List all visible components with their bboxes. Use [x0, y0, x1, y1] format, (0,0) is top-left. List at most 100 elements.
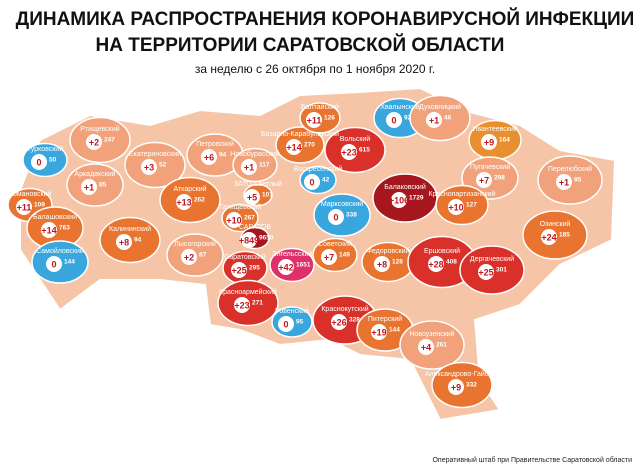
- district-increase: 0: [283, 319, 288, 329]
- district-increase: +13: [176, 197, 191, 207]
- district-name: Озинский: [540, 220, 571, 228]
- district-increase: 0: [36, 157, 41, 167]
- district-name: Пугачевский: [470, 163, 510, 171]
- district-total: 408: [446, 259, 457, 266]
- district-name: Вольский: [340, 135, 371, 143]
- district-increase: +19: [371, 327, 386, 337]
- increase-badge: [278, 259, 294, 275]
- district-name: Питерский: [368, 315, 402, 323]
- district-total: 126: [324, 115, 335, 122]
- district-total: 127: [466, 202, 477, 209]
- district-name: Екатериновский: [129, 150, 181, 158]
- district-name: Марксовский: [321, 200, 363, 208]
- district-total: 298: [494, 175, 505, 182]
- district-total: 117: [259, 162, 270, 169]
- increase-badge: [374, 256, 390, 272]
- district-increase: +2: [89, 137, 99, 147]
- district-increase: +11: [307, 115, 322, 125]
- district-total: 261: [436, 342, 447, 349]
- district-name: Балтайский: [301, 103, 339, 111]
- district-name: Советский: [318, 240, 352, 248]
- increase-badge: [234, 297, 250, 313]
- district-total: 128: [392, 259, 403, 266]
- district-name: Петровский: [196, 140, 234, 148]
- district-name: Романовский: [9, 190, 52, 198]
- district-total: 763: [59, 225, 70, 232]
- increase-badge: [426, 112, 442, 128]
- increase-badge: [16, 199, 32, 215]
- increase-badge: [556, 174, 572, 190]
- district-total: 338: [346, 212, 357, 219]
- district-total: 52: [159, 162, 167, 169]
- increase-badge: [481, 134, 497, 150]
- district-increase: +23: [234, 300, 249, 310]
- district-total: 9650: [259, 235, 274, 242]
- district-total: 185: [559, 232, 570, 239]
- district-total: 94: [219, 152, 227, 159]
- district-total: 144: [64, 259, 75, 266]
- increase-badge: [244, 189, 260, 205]
- district-name: Базарно-Карабулакский: [261, 130, 339, 138]
- title-line-1: ДИНАМИКА РАСПРОСТРАНЕНИЯ КОРОНАВИРУСНОЙ …: [16, 8, 635, 30]
- district-name: Новоузенский: [409, 330, 454, 338]
- increase-badge: [391, 192, 407, 208]
- district-name: Ртищевский: [80, 125, 119, 133]
- district-name: Аркадакский: [74, 170, 115, 178]
- district-increase: +5: [247, 192, 257, 202]
- district-increase: 0: [309, 177, 314, 187]
- increase-badge: [341, 144, 357, 160]
- increase-badge: [231, 262, 247, 278]
- district-name: Ровенский: [275, 307, 309, 315]
- increase-badge: [448, 199, 464, 215]
- increase-badge: [86, 134, 102, 150]
- district-increase: +28: [428, 259, 443, 269]
- district-name: Балашовский: [33, 213, 77, 221]
- district-name: Духовницкий: [419, 103, 461, 111]
- district-total: 95: [574, 177, 582, 184]
- district-increase: +6: [204, 152, 214, 162]
- increase-badge: [41, 222, 57, 238]
- district-increase: +25: [231, 265, 246, 275]
- district-increase: +14: [41, 225, 56, 235]
- district-total: 50: [49, 157, 57, 164]
- district-increase: 0: [333, 212, 338, 222]
- district-total: 144: [389, 327, 400, 334]
- increase-badge: [176, 194, 192, 210]
- district-total: 262: [194, 197, 205, 204]
- increase-badge: [116, 234, 132, 250]
- increase-badge: [226, 212, 242, 228]
- district-total: 615: [359, 147, 370, 154]
- district-increase: +25: [478, 267, 493, 277]
- district-name: Ивантеевский: [472, 125, 517, 133]
- increase-badge: [306, 112, 322, 128]
- district-increase: +23: [341, 147, 356, 157]
- district-name: Турковский: [27, 145, 63, 153]
- district-name: Перелюбский: [548, 165, 592, 173]
- district-increase: +849: [239, 235, 259, 245]
- increase-badge: [331, 314, 347, 330]
- district-increase: +4: [421, 342, 431, 352]
- district-name: ЗАТО Светлый: [234, 180, 282, 188]
- increase-badge: [201, 149, 217, 165]
- district-increase: +1: [84, 182, 94, 192]
- district-increase: +1: [559, 177, 569, 187]
- increase-badge: [478, 264, 494, 280]
- district-increase: +1: [429, 115, 439, 125]
- district-increase: +9: [451, 382, 461, 392]
- district-increase: +9: [484, 137, 494, 147]
- increase-badge: [428, 256, 444, 272]
- increase-badge: [141, 159, 157, 175]
- district-total: 247: [104, 137, 115, 144]
- increase-badge: [304, 174, 320, 190]
- increase-badge: [46, 256, 62, 272]
- district-increase: +11: [17, 202, 32, 212]
- district-name: Самойловский: [36, 247, 84, 255]
- district-total: 1729: [409, 195, 424, 202]
- district-name: Ершовский: [424, 247, 460, 255]
- district-total: 85: [99, 182, 107, 189]
- district-total: 109: [34, 202, 45, 209]
- district-total: 267: [244, 215, 255, 222]
- district-name: Краснокутский: [321, 305, 368, 313]
- district-name: Балаковский: [384, 183, 426, 191]
